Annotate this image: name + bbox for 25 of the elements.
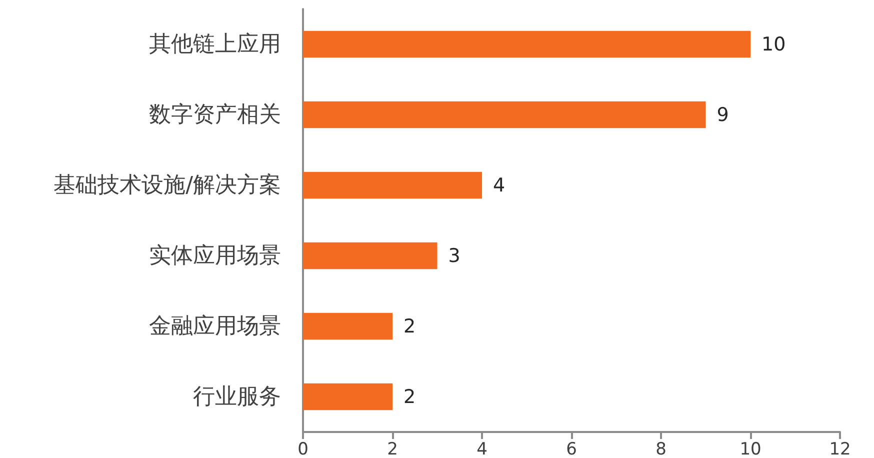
x-tick-label: 0: [298, 440, 308, 458]
y-tick-label: 实体应用场景: [149, 243, 281, 268]
x-tick-label: 6: [566, 440, 577, 458]
data-label: 3: [448, 244, 460, 267]
y-tick-label: 基础技术设施/解决方案: [54, 172, 281, 198]
bar: [303, 312, 392, 340]
bar: [303, 242, 438, 270]
x-tick-label: 4: [476, 440, 488, 458]
y-tick-label: 金融应用场景: [149, 314, 281, 339]
x-tick-label: 12: [829, 440, 851, 458]
data-label: 2: [404, 386, 416, 408]
data-label: 2: [404, 315, 416, 338]
bar: [303, 101, 706, 128]
y-tick-label: 数字资产相关: [149, 102, 281, 128]
data-label: 9: [716, 104, 729, 126]
y-tick-label: 其他链上应用: [149, 32, 281, 57]
data-label: 4: [493, 174, 506, 196]
bar: [303, 30, 750, 58]
bar: [303, 172, 482, 199]
x-tick-label: 8: [656, 440, 666, 458]
y-tick-label: 行业服务: [193, 384, 281, 410]
data-label: 10: [762, 33, 786, 56]
bar: [303, 383, 392, 410]
x-tick-label: 2: [387, 440, 398, 458]
x-tick-label: 10: [740, 440, 762, 458]
